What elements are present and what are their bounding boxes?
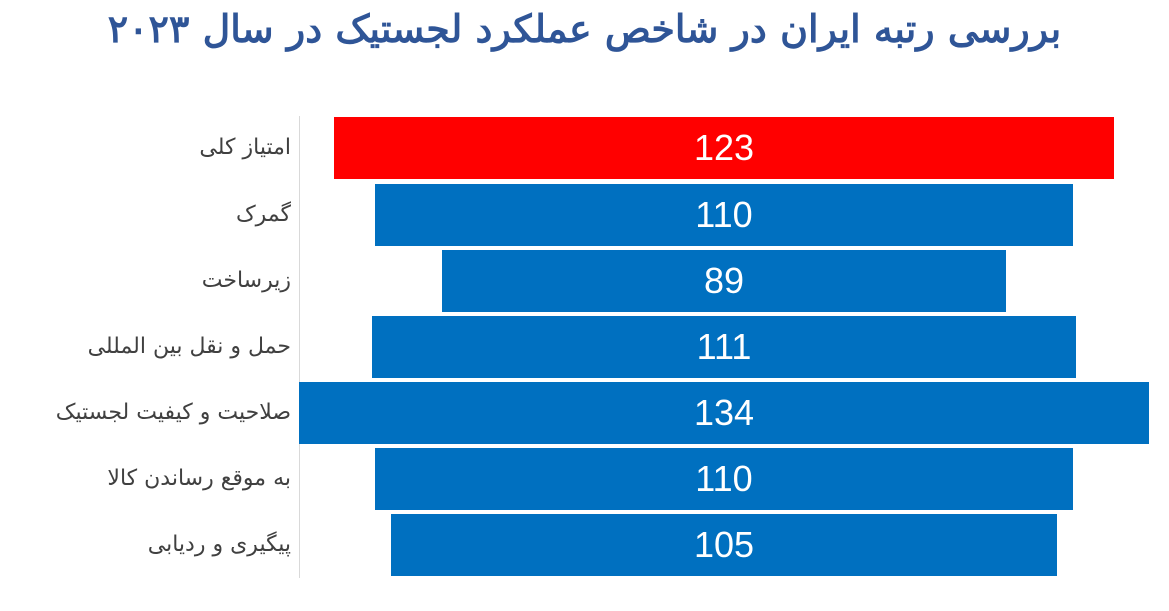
- bar-value: 89: [703, 260, 745, 301]
- chart-title: بررسی رتبه ایران در شاخص عملکرد لجستیک د…: [107, 6, 1062, 51]
- category-axis-line: [299, 116, 300, 578]
- category-label: پیگیری و ردیابی: [147, 532, 291, 557]
- bar-value: 111: [696, 326, 752, 367]
- bar-customs: 110: [375, 184, 1073, 246]
- category-label: صلاحیت و کیفیت لجستیک: [55, 400, 291, 425]
- bar-value: 110: [695, 458, 753, 499]
- bar-tracking-tracing: 105: [391, 514, 1057, 576]
- bar-value: 105: [693, 524, 755, 565]
- category-label: حمل و نقل بین المللی: [87, 334, 291, 359]
- category-label: گمرک: [235, 202, 291, 227]
- bar-value: 110: [695, 194, 753, 235]
- category-label: به موقع رساندن کالا: [107, 466, 291, 491]
- bar-value: 123: [693, 127, 755, 168]
- category-label: زیرساخت: [201, 268, 291, 293]
- bar-overall-score: 123: [334, 117, 1114, 179]
- bar-infrastructure: 89: [442, 250, 1006, 312]
- category-label: امتیاز کلی: [199, 135, 291, 160]
- bar-value: 134: [693, 392, 755, 433]
- bar-logistics-competence: 134: [299, 382, 1149, 444]
- bar-international-shipments: 111: [372, 316, 1076, 378]
- bar-timeliness: 110: [375, 448, 1073, 510]
